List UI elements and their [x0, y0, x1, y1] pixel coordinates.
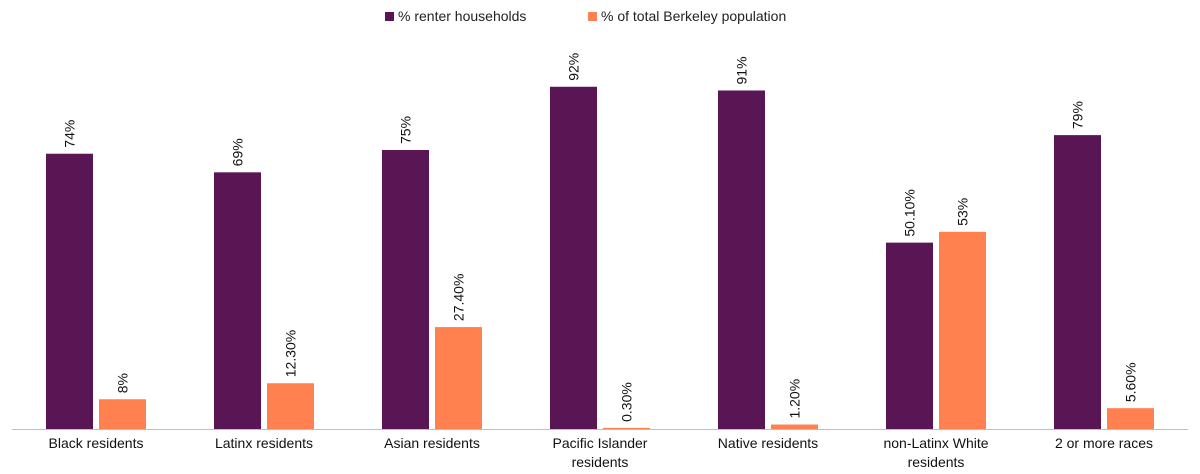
data-label-population-0: 8% — [115, 373, 131, 393]
category-label-0: Black residents — [49, 435, 144, 451]
bar-renter-5 — [886, 242, 933, 429]
data-label-population-6: 5.60% — [1123, 362, 1139, 402]
data-label-renter-5: 50.10% — [902, 189, 918, 236]
data-label-renter-2: 75% — [398, 116, 414, 144]
category-label-3: Pacific Islander — [553, 435, 648, 451]
data-label-renter-0: 74% — [62, 120, 78, 148]
bar-population-2 — [435, 327, 482, 429]
category-label-2: Asian residents — [384, 435, 480, 451]
legend-swatch-renter — [385, 12, 394, 21]
data-label-renter-4: 91% — [734, 56, 750, 84]
category-label-6: 2 or more races — [1055, 435, 1153, 451]
category-label-4: Native residents — [718, 435, 818, 451]
bar-renter-1 — [214, 172, 261, 429]
data-labels-group: 74% 8% 69% 12.30% 75% 27.40% 92% 0.30% 91% 1.20% 5… — [62, 53, 1139, 422]
category-labels-group: Black residents Latinx residents Asian res… — [49, 435, 1153, 470]
legend-label-population: % of total Berkeley population — [601, 8, 786, 24]
data-label-renter-6: 79% — [1070, 101, 1086, 129]
data-label-renter-3: 92% — [566, 53, 582, 81]
data-label-population-4: 1.20% — [787, 379, 803, 419]
bar-population-3 — [603, 427, 650, 429]
legend-swatch-population — [588, 12, 597, 21]
legend: % renter households % of total Berkeley p… — [385, 8, 786, 24]
category-label-5-line2: residents — [908, 454, 965, 470]
bar-population-1 — [267, 383, 314, 429]
data-label-population-2: 27.40% — [451, 274, 467, 321]
data-label-population-1: 12.30% — [283, 330, 299, 377]
bars-group — [46, 86, 1154, 429]
data-label-population-5: 53% — [955, 198, 971, 226]
bar-population-6 — [1107, 408, 1154, 429]
data-label-population-3: 0.30% — [619, 382, 635, 422]
bar-population-5 — [939, 231, 986, 429]
data-label-renter-1: 69% — [230, 138, 246, 166]
category-label-3-line2: residents — [572, 454, 629, 470]
bar-renter-4 — [718, 90, 765, 429]
bar-renter-3 — [550, 86, 597, 429]
bar-renter-2 — [382, 150, 429, 429]
bar-renter-0 — [46, 153, 93, 429]
bar-renter-6 — [1054, 135, 1101, 429]
bar-population-4 — [771, 424, 818, 429]
legend-label-renter: % renter households — [398, 8, 526, 24]
category-label-5: non-Latinx White — [883, 435, 988, 451]
category-label-1: Latinx residents — [215, 435, 313, 451]
bar-population-0 — [99, 399, 146, 429]
